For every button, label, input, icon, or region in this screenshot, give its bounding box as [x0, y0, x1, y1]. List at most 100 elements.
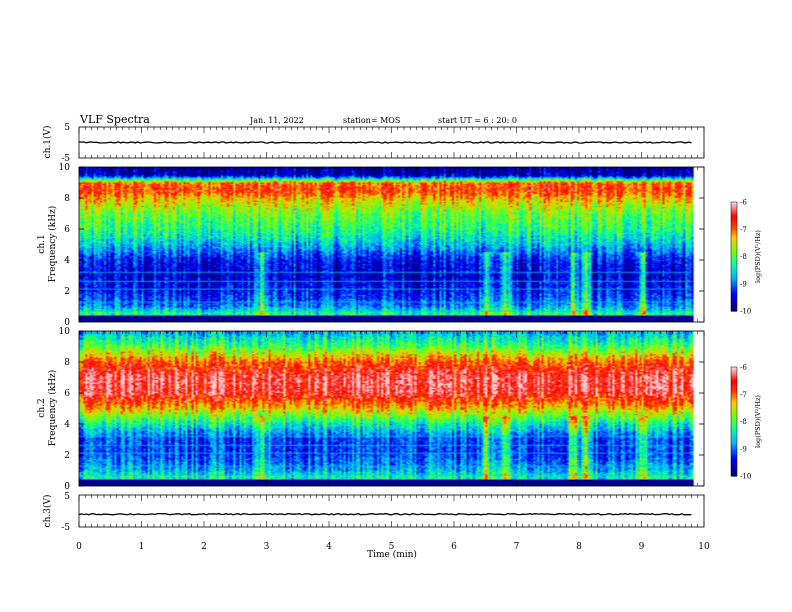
colorbar-label: log(PSD)(V²/Hz): [754, 230, 762, 283]
colorbar-cell: [731, 463, 737, 466]
colorbar-cell: [731, 397, 737, 401]
colorbar-cell: [731, 241, 737, 245]
colorbar-cell: [731, 236, 737, 239]
colorbar-cell: [731, 209, 737, 212]
ytick-label: 4: [64, 420, 70, 430]
colorbar-cell: [731, 276, 737, 279]
colorbar-cell: [731, 425, 737, 428]
colorbar-frame: [730, 201, 738, 312]
xtick-label: 2: [201, 542, 207, 552]
colorbar-cell: [731, 216, 737, 219]
colorbar-cell: [731, 448, 737, 452]
xtick-label: 8: [576, 542, 582, 552]
colorbar-tick-label: -10: [740, 308, 751, 316]
ch2-colorbar: -6 -7 -8 -9 -10 log(PSD)(V²/Hz): [730, 364, 762, 481]
ytick-label: 2: [64, 287, 70, 297]
spectrogram-image: [79, 331, 704, 486]
colorbar-cell: [731, 245, 737, 249]
colorbar-cell: [731, 383, 737, 386]
ch1-spectrogram-yticks: 0 2 4 6 8 10: [59, 163, 704, 328]
colorbar-cell: [731, 227, 737, 230]
ytick-label: 8: [64, 358, 70, 368]
colorbar-cell: [731, 456, 737, 459]
colorbar-cell: [731, 466, 737, 470]
colorbar-cell: [731, 260, 737, 263]
colorbar-cell: [731, 421, 737, 424]
colorbar-cell: [731, 243, 737, 247]
colorbar-cell: [731, 256, 737, 259]
colorbar-cell: [731, 249, 737, 252]
colorbar-cell: [731, 274, 737, 278]
ch1-spectrogram-panel: 0 2 4 6 8 10 ch.1 Frequency (kHz) -6 -7 -8 -9 -10…: [37, 163, 762, 328]
colorbar-cell: [731, 307, 737, 310]
colorbar-cell: [731, 377, 737, 381]
colorbar-cell: [731, 428, 737, 432]
colorbar-cell: [731, 470, 737, 473]
ch2-spectrogram-panel: 0 2 4 6 8 10 ch.2 Frequency (kHz) -6 -7 -8 -9 -10…: [37, 327, 762, 492]
colorbar-cell: [731, 254, 737, 258]
colorbar-tick-label: -7: [740, 226, 747, 234]
colorbar-cell: [731, 406, 737, 410]
date-label: Jan. 11, 2022: [249, 116, 304, 125]
colorbar-cell: [731, 439, 737, 443]
colorbar-cell: [731, 205, 737, 209]
colorbar-cell: [731, 367, 737, 370]
colorbar-cell: [731, 457, 737, 461]
colorbar-tick-label: -9: [740, 280, 747, 288]
colorbar-cell: [731, 368, 737, 372]
colorbar-cell: [731, 267, 737, 270]
ch1-ytick-bottom: -5: [61, 154, 70, 164]
colorbar-cell: [731, 432, 737, 435]
ch3-waveform-ylabel: ch.3(V): [42, 495, 53, 528]
colorbar-cell: [731, 403, 737, 406]
colorbar-cell: [731, 298, 737, 301]
colorbar-cell: [731, 441, 737, 444]
colorbar-cell: [731, 416, 737, 419]
colorbar-cell: [731, 221, 737, 225]
colorbar-cell: [731, 252, 737, 256]
x-axis-ticks: [78, 127, 705, 527]
colorbar-cell: [731, 220, 737, 223]
colorbar-cell: [731, 225, 737, 229]
colorbar-cell: [731, 305, 737, 308]
colorbar-cell: [731, 454, 737, 457]
colorbar-cell: [731, 207, 737, 210]
colorbar-cell: [731, 232, 737, 236]
start-time-label: start UT = 6 : 20: 0: [438, 116, 517, 125]
colorbar-cell: [731, 410, 737, 414]
xtick-label: 0: [76, 542, 82, 552]
colorbar-cell: [731, 263, 737, 267]
x-axis-label: Time (min): [367, 549, 417, 560]
ch3-ytick-mid: 0: [64, 507, 70, 517]
colorbar-cell: [731, 285, 737, 288]
colorbar-cell: [731, 296, 737, 299]
xtick-label: 7: [514, 542, 520, 552]
ch2-spectrogram-ylabel-1: ch.2: [37, 398, 47, 417]
ch2-spectrogram-ylabel-2: Frequency (kHz): [47, 370, 58, 447]
ch1-spectrogram-ylabel-2: Frequency (kHz): [47, 206, 58, 283]
ch2-spectrogram-heatmap: [79, 331, 704, 486]
colorbar-cell: [731, 396, 737, 399]
colorbar-cell: [731, 394, 737, 397]
ytick-label: 4: [64, 256, 70, 266]
colorbar-tick-label: -8: [740, 253, 747, 261]
colorbar-cell: [731, 419, 737, 423]
colorbar-cell: [731, 465, 737, 468]
ch3-waveform-trace: [78, 512, 692, 516]
colorbar-label: log(PSD)(V²/Hz): [754, 395, 762, 448]
colorbar-cell: [731, 291, 737, 294]
colorbar-cell: [731, 283, 737, 287]
colorbar-cell: [731, 280, 737, 283]
colorbar-cell: [731, 381, 737, 384]
colorbar-cell: [731, 459, 737, 463]
ytick-label: 10: [59, 163, 71, 173]
xtick-label: 1: [139, 542, 145, 552]
colorbar-cell: [731, 300, 737, 303]
figure-title: VLF Spectra: [79, 113, 150, 126]
colorbar-cell: [731, 468, 737, 472]
colorbar-cell: [731, 399, 737, 403]
colorbar-cell: [731, 401, 737, 404]
ch1-colorbar: -6 -7 -8 -9 -10 log(PSD)(V²/Hz): [730, 199, 762, 316]
ytick-label: 0: [64, 482, 70, 492]
